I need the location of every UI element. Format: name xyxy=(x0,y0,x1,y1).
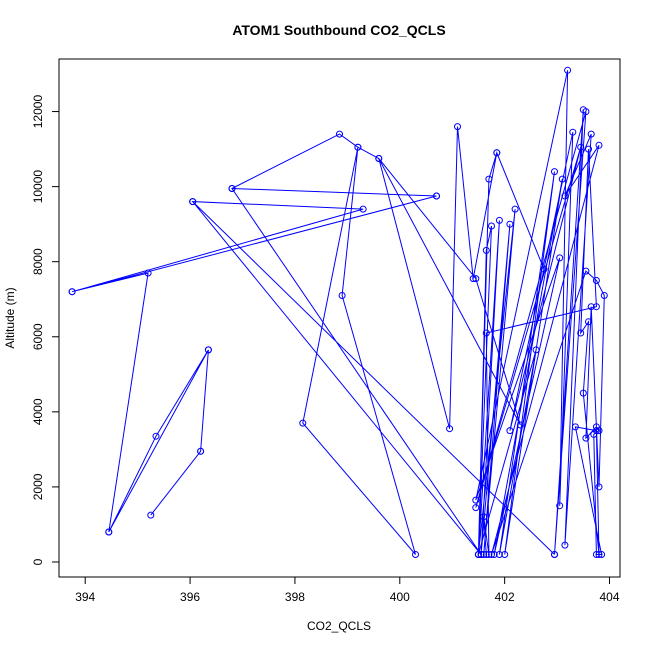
data-point xyxy=(480,513,488,521)
data-point xyxy=(595,141,603,149)
data-point xyxy=(587,303,595,311)
data-point xyxy=(595,427,603,435)
data-point xyxy=(189,198,197,206)
data-point xyxy=(540,265,548,273)
data-point xyxy=(598,551,606,558)
data-point xyxy=(495,551,503,558)
data-point xyxy=(561,541,569,549)
y-tick-label: 6000 xyxy=(31,323,45,350)
data-point xyxy=(204,346,212,354)
data-point xyxy=(482,551,490,558)
series-line xyxy=(71,70,605,555)
data-point xyxy=(556,502,564,510)
data-point xyxy=(577,329,585,337)
chart-title: ATOM1 Southbound CO2_QCLS xyxy=(232,22,445,38)
data-point xyxy=(105,528,113,536)
data-point xyxy=(577,143,585,151)
y-tick-label: 4000 xyxy=(31,398,45,425)
data-point xyxy=(551,168,558,176)
data-point xyxy=(482,246,490,254)
data-point xyxy=(595,551,603,558)
data-point xyxy=(354,143,362,151)
x-axis: 394 396 398 400 402 404 xyxy=(75,576,620,604)
data-point xyxy=(375,155,383,162)
data-point xyxy=(472,504,480,512)
data-point xyxy=(532,346,540,354)
data-point xyxy=(592,303,600,311)
x-tick-label: 402 xyxy=(495,590,515,604)
data-point xyxy=(569,128,577,136)
data-point xyxy=(228,185,236,192)
data-point xyxy=(592,427,600,435)
data-point xyxy=(147,511,155,519)
data-point xyxy=(338,292,346,299)
data-point xyxy=(571,423,579,431)
data-point xyxy=(592,277,600,284)
y-tick-label: 10000 xyxy=(31,170,45,204)
y-tick-label: 0 xyxy=(31,558,45,565)
data-point xyxy=(152,432,160,440)
data-point xyxy=(472,275,480,283)
data-point xyxy=(501,551,509,558)
data-point xyxy=(493,149,501,157)
x-axis-label: CO2_QCLS xyxy=(307,619,371,633)
data-point xyxy=(558,175,566,183)
data-point xyxy=(482,329,490,337)
data-point xyxy=(600,292,608,299)
x-tick-label: 400 xyxy=(390,590,410,604)
data-point xyxy=(490,551,498,558)
y-axis: 0 2000 4000 6000 8000 10000 12000 xyxy=(31,95,60,565)
data-point xyxy=(433,192,440,200)
data-point xyxy=(454,123,461,131)
data-point xyxy=(516,421,524,429)
data-point xyxy=(474,551,482,558)
data-point xyxy=(582,267,590,275)
data-point xyxy=(556,254,564,262)
x-tick-label: 394 xyxy=(75,590,95,604)
x-tick-label: 398 xyxy=(285,590,305,604)
data-point xyxy=(446,425,454,433)
data-point xyxy=(506,427,514,435)
data-point xyxy=(585,145,592,153)
data-point xyxy=(68,288,76,296)
data-point xyxy=(469,275,477,283)
data-point xyxy=(480,551,488,558)
data-point xyxy=(495,216,503,224)
x-tick-label: 404 xyxy=(599,590,619,604)
data-point xyxy=(511,205,519,213)
data-point xyxy=(336,130,343,138)
data-point xyxy=(592,551,600,558)
y-tick-label: 12000 xyxy=(31,95,45,129)
data-point xyxy=(506,220,514,228)
data-point xyxy=(197,447,205,455)
data-point xyxy=(472,496,480,504)
data-point xyxy=(551,551,558,558)
data-point xyxy=(579,389,587,397)
data-point xyxy=(144,269,152,277)
data-point xyxy=(299,419,307,427)
y-tick-label: 2000 xyxy=(31,473,45,500)
data-point xyxy=(585,318,592,326)
y-tick-label: 8000 xyxy=(31,248,45,275)
x-tick-label: 396 xyxy=(180,590,200,604)
data-point xyxy=(412,551,419,558)
data-point xyxy=(582,434,590,442)
data-point xyxy=(595,483,603,491)
data-point xyxy=(561,192,569,200)
data-point xyxy=(564,66,572,74)
y-axis-label: Altitude (m) xyxy=(3,287,17,348)
data-point xyxy=(587,130,595,138)
data-point xyxy=(477,551,485,558)
data-point xyxy=(488,222,495,230)
data-point xyxy=(485,175,493,183)
data-point xyxy=(488,551,495,558)
data-point xyxy=(359,205,367,213)
data-point xyxy=(579,106,587,114)
data-point xyxy=(485,551,493,558)
series-layer xyxy=(68,66,608,558)
